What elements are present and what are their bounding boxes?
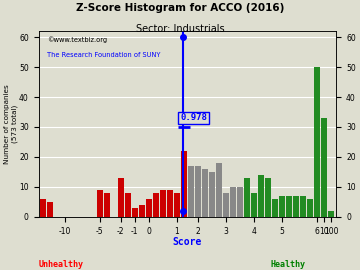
Bar: [265, 178, 271, 217]
Bar: [293, 196, 299, 217]
Bar: [132, 208, 138, 217]
Bar: [40, 199, 46, 217]
Text: The Research Foundation of SUNY: The Research Foundation of SUNY: [48, 52, 161, 58]
Bar: [314, 67, 320, 217]
Bar: [181, 151, 187, 217]
Bar: [202, 169, 208, 217]
Bar: [195, 166, 201, 217]
Bar: [167, 190, 173, 217]
Bar: [139, 205, 145, 217]
Bar: [251, 193, 257, 217]
Bar: [244, 178, 250, 217]
Bar: [174, 193, 180, 217]
Bar: [118, 178, 124, 217]
Bar: [216, 163, 222, 217]
Bar: [209, 172, 215, 217]
Text: 0.978: 0.978: [180, 113, 207, 123]
Bar: [104, 193, 110, 217]
Bar: [237, 187, 243, 217]
Bar: [321, 118, 327, 217]
Text: ©www.textbiz.org: ©www.textbiz.org: [48, 37, 108, 43]
Bar: [125, 193, 131, 217]
Bar: [279, 196, 285, 217]
Bar: [307, 199, 313, 217]
Bar: [96, 190, 103, 217]
Bar: [48, 202, 53, 217]
Bar: [272, 199, 278, 217]
Bar: [223, 193, 229, 217]
Bar: [328, 211, 334, 217]
Text: Unhealthy: Unhealthy: [39, 260, 84, 269]
X-axis label: Score: Score: [173, 237, 202, 247]
Y-axis label: Number of companies
(573 total): Number of companies (573 total): [4, 84, 18, 164]
Text: Z-Score Histogram for ACCO (2016): Z-Score Histogram for ACCO (2016): [76, 3, 284, 13]
Bar: [146, 199, 152, 217]
Bar: [300, 196, 306, 217]
Bar: [286, 196, 292, 217]
Bar: [230, 187, 236, 217]
Bar: [160, 190, 166, 217]
Bar: [153, 193, 159, 217]
Bar: [188, 166, 194, 217]
Bar: [258, 175, 264, 217]
Text: Sector: Industrials: Sector: Industrials: [136, 24, 224, 34]
Text: Healthy: Healthy: [270, 260, 306, 269]
